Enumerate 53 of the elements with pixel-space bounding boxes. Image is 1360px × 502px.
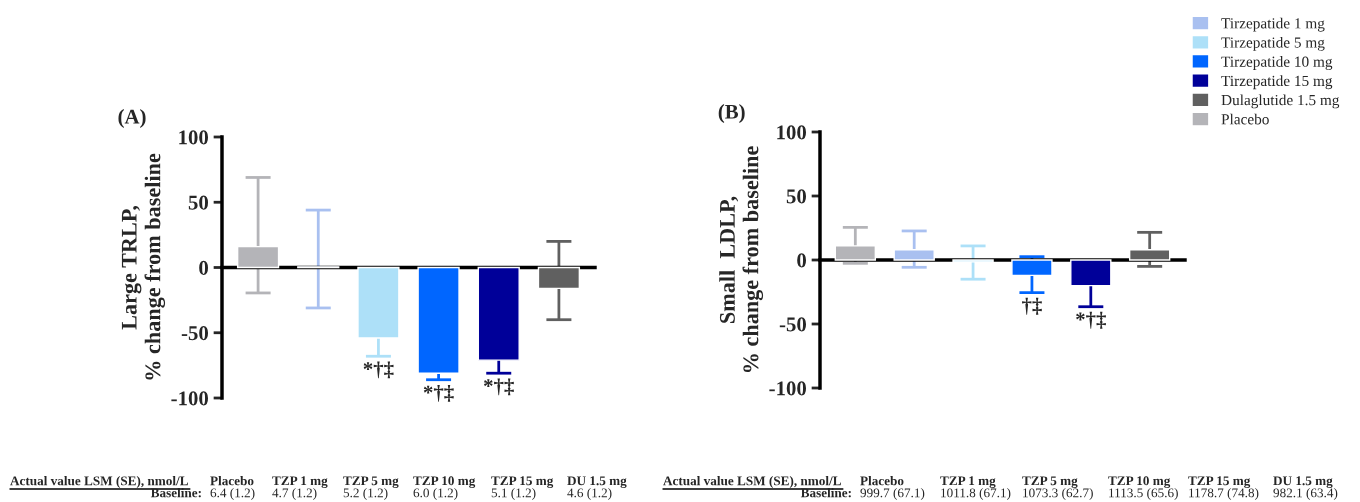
text: TZP 15 mg xyxy=(1188,476,1251,488)
legend-label: Tirzepatide 5 mg xyxy=(1221,36,1325,51)
y-tick-label: -50 xyxy=(181,326,209,341)
y-axis-title: Small LDLP, % change from baseline xyxy=(719,146,764,373)
chart-title: (B) xyxy=(718,104,745,123)
legend-label: Dulaglutide 1.5 mg xyxy=(1221,94,1340,109)
text: 6.0 (1.2) xyxy=(413,488,458,500)
y-tick-label: 100 xyxy=(777,125,807,140)
y-axis-title: Large TRLP, % change from baseline xyxy=(121,153,166,380)
text: Actual value LSM (SE), nmol/L xyxy=(663,476,841,488)
text: 5.2 (1.2) xyxy=(343,488,388,500)
text: Placebo xyxy=(210,476,254,486)
text: TZP 1 mg xyxy=(272,476,328,488)
y-tick-label: 50 xyxy=(188,195,209,210)
text: 1011.8 (67.1) xyxy=(941,488,1011,500)
text: TZP 5 mg xyxy=(343,476,399,488)
data-label: *†‡ xyxy=(1076,311,1106,329)
text: 4.7 (1.2) xyxy=(272,488,317,500)
text: DU 1.5 mg xyxy=(567,476,627,488)
text: 6.4 (1.2) xyxy=(210,488,255,500)
text: 982.1 (63.4) xyxy=(1273,488,1338,500)
legend-label: Tirzepatide 10 mg xyxy=(1221,56,1333,70)
y-tick-label: 50 xyxy=(786,189,807,204)
y-tick-label: -50 xyxy=(779,317,807,332)
legend-label: Placebo xyxy=(1221,113,1269,125)
text: 1073.3 (62.7) xyxy=(1023,488,1093,500)
y-tick-label: -100 xyxy=(769,381,807,396)
text: Placebo xyxy=(860,476,904,486)
text: 4.6 (1.2) xyxy=(567,488,612,500)
text: TZP 10 mg xyxy=(413,476,476,488)
legend-label: Tirzepatide 15 mg xyxy=(1221,75,1333,90)
text: DU 1.5 mg xyxy=(1273,476,1333,488)
text: 1178.7 (74.8) xyxy=(1189,488,1259,500)
y-tick-label: -100 xyxy=(171,391,209,406)
text: Baseline: xyxy=(150,488,201,498)
text: Baseline: xyxy=(800,488,851,498)
data-label: †‡ xyxy=(1022,297,1042,315)
text: TZP 5 mg xyxy=(1022,476,1078,488)
data-label: *†‡ xyxy=(483,378,514,396)
text: TZP 1 mg xyxy=(940,476,996,488)
text: 999.7 (67.1) xyxy=(860,488,925,500)
data-label: *†‡ xyxy=(363,361,394,379)
text: 5.1 (1.2) xyxy=(491,488,536,500)
y-tick-label: 0 xyxy=(199,260,209,275)
y-tick-label: 0 xyxy=(797,253,807,268)
y-tick-label: 100 xyxy=(179,130,209,145)
chart-title: (A) xyxy=(118,108,146,128)
text: Actual value LSM (SE), nmol/L xyxy=(10,476,188,488)
data-label: *†‡ xyxy=(423,384,454,402)
text: TZP 10 mg xyxy=(1108,476,1171,488)
text: 1113.5 (65.6) xyxy=(1109,488,1178,500)
legend-label: Tirzepatide 1 mg xyxy=(1221,17,1325,32)
text: TZP 15 mg xyxy=(491,476,554,488)
